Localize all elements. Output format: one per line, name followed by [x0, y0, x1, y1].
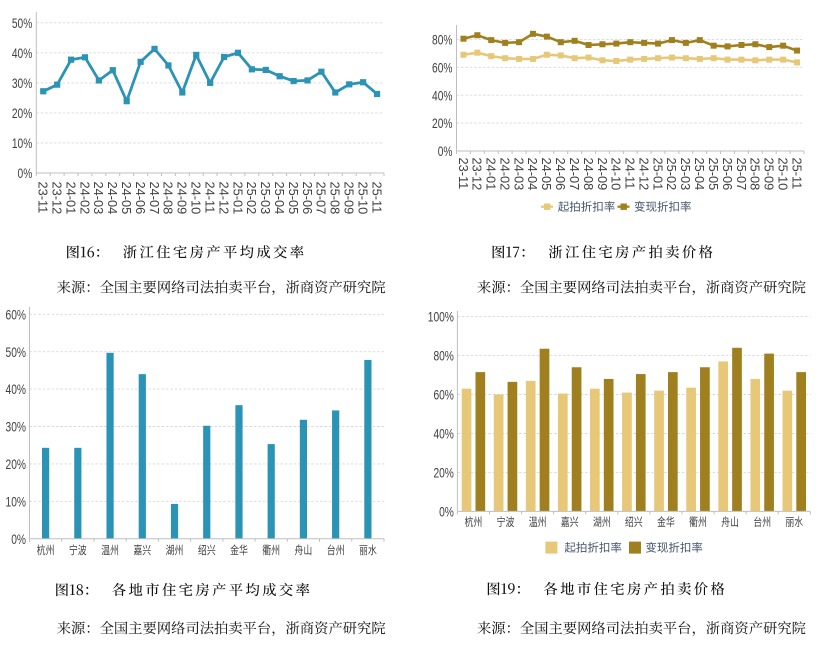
svg-text:30%: 30% [6, 419, 27, 435]
svg-text:24-09: 24-09 [595, 158, 610, 191]
svg-text:24-05: 24-05 [119, 182, 134, 215]
svg-text:24-04: 24-04 [525, 158, 540, 191]
svg-text:24-01: 24-01 [484, 158, 499, 191]
svg-text:20%: 20% [433, 465, 454, 481]
svg-text:24-12: 24-12 [636, 158, 651, 191]
svg-text:24-12: 24-12 [216, 182, 231, 215]
svg-text:80%: 80% [432, 32, 453, 48]
svg-text:25-05: 25-05 [286, 182, 301, 215]
svg-text:25-08: 25-08 [748, 158, 763, 191]
svg-text:24-11: 24-11 [202, 182, 217, 214]
svg-text:25-07: 25-07 [314, 182, 329, 215]
svg-text:24-10: 24-10 [189, 182, 204, 215]
svg-text:25-05: 25-05 [706, 158, 721, 191]
svg-text:23-11: 23-11 [36, 182, 51, 214]
svg-text:0%: 0% [18, 166, 33, 182]
svg-text:25-10: 25-10 [775, 158, 790, 191]
svg-text:60%: 60% [432, 60, 453, 76]
svg-text:24-06: 24-06 [133, 182, 148, 215]
svg-text:100%: 100% [428, 309, 454, 325]
svg-text:20%: 20% [6, 456, 27, 472]
svg-text:40%: 40% [433, 426, 454, 442]
svg-text:25-10: 25-10 [355, 182, 370, 215]
svg-text:25-09: 25-09 [342, 182, 357, 215]
svg-text:24-03: 24-03 [511, 158, 526, 191]
svg-text:10%: 10% [6, 494, 27, 510]
svg-text:24-10: 24-10 [609, 158, 624, 191]
svg-text:60%: 60% [6, 307, 27, 323]
svg-text:24-11: 24-11 [623, 158, 638, 190]
svg-text:40%: 40% [6, 382, 27, 398]
svg-text:24-01: 24-01 [63, 182, 78, 215]
svg-text:80%: 80% [433, 348, 454, 364]
svg-text:24-03: 24-03 [91, 182, 106, 215]
svg-text:24-04: 24-04 [105, 182, 120, 215]
svg-text:24-07: 24-07 [147, 182, 162, 215]
svg-text:0%: 0% [11, 531, 26, 547]
svg-text:25-08: 25-08 [328, 182, 343, 215]
svg-text:25-04: 25-04 [272, 182, 287, 215]
svg-text:25-01: 25-01 [650, 158, 665, 191]
svg-text:25-02: 25-02 [244, 182, 259, 215]
svg-text:25-03: 25-03 [258, 182, 273, 215]
svg-text:24-08: 24-08 [161, 182, 176, 215]
svg-text:24-05: 24-05 [539, 158, 554, 191]
svg-text:50%: 50% [12, 15, 33, 31]
svg-text:23-12: 23-12 [470, 158, 485, 191]
svg-text:10%: 10% [12, 135, 33, 151]
svg-text:25-11: 25-11 [369, 182, 384, 214]
svg-text:24-02: 24-02 [77, 182, 92, 215]
svg-text:25-02: 25-02 [664, 158, 679, 191]
svg-text:25-09: 25-09 [762, 158, 777, 191]
svg-text:25-11: 25-11 [789, 158, 804, 190]
svg-text:30%: 30% [12, 75, 33, 91]
svg-text:25-03: 25-03 [678, 158, 693, 191]
svg-text:23-11: 23-11 [456, 158, 471, 190]
svg-text:20%: 20% [12, 105, 33, 121]
svg-text:23-12: 23-12 [50, 182, 65, 215]
svg-text:24-02: 24-02 [497, 158, 512, 191]
svg-text:25-06: 25-06 [720, 158, 735, 191]
svg-text:24-09: 24-09 [175, 182, 190, 215]
svg-text:25-07: 25-07 [734, 158, 749, 191]
svg-text:40%: 40% [432, 88, 453, 104]
svg-text:0%: 0% [438, 144, 453, 160]
svg-text:24-07: 24-07 [567, 158, 582, 191]
svg-text:25-01: 25-01 [230, 182, 245, 215]
svg-text:0%: 0% [439, 504, 454, 520]
svg-text:50%: 50% [6, 344, 27, 360]
svg-text:25-04: 25-04 [692, 158, 707, 191]
svg-text:25-06: 25-06 [300, 182, 315, 215]
svg-text:24-08: 24-08 [581, 158, 596, 191]
svg-text:40%: 40% [12, 45, 33, 61]
svg-text:20%: 20% [432, 116, 453, 132]
svg-text:60%: 60% [433, 387, 454, 403]
svg-text:24-06: 24-06 [553, 158, 568, 191]
